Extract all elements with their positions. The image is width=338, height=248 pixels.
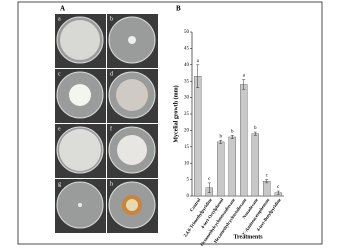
bar bbox=[240, 84, 248, 197]
error-bar bbox=[276, 190, 280, 195]
error-bar bbox=[253, 131, 257, 136]
dish-label: g bbox=[58, 181, 61, 187]
dish-label: d bbox=[110, 71, 113, 77]
bar bbox=[217, 141, 225, 197]
mycelium bbox=[116, 79, 148, 111]
significance-letter: a bbox=[197, 59, 200, 64]
bar bbox=[194, 76, 202, 197]
mycelium bbox=[128, 36, 136, 44]
dish-label: a bbox=[58, 16, 61, 22]
bar bbox=[263, 181, 271, 197]
significance-letter: c bbox=[266, 174, 269, 179]
significance-letter: b bbox=[254, 126, 257, 131]
dish-label: h bbox=[110, 181, 113, 187]
y-tick-label: 15 bbox=[184, 145, 190, 150]
error-bar bbox=[207, 182, 211, 193]
y-tick-label: 45 bbox=[184, 47, 190, 52]
significance-letter: c bbox=[277, 185, 280, 190]
significance-letter: c bbox=[208, 177, 211, 182]
y-tick-label: 35 bbox=[184, 79, 190, 84]
significance-letter: b bbox=[220, 134, 223, 139]
y-tick-label: 50 bbox=[184, 30, 190, 35]
y-tick-label: 0 bbox=[187, 194, 190, 199]
panel-label: A bbox=[60, 5, 65, 13]
error-bar bbox=[242, 79, 246, 90]
x-axis-title: Treatments bbox=[233, 234, 263, 240]
dish-label: e bbox=[58, 126, 61, 132]
y-tick-label: 10 bbox=[184, 161, 190, 166]
error-bar bbox=[196, 64, 200, 89]
mycelium bbox=[117, 135, 147, 165]
error-bar bbox=[265, 179, 269, 184]
y-tick-label: 20 bbox=[184, 129, 190, 134]
y-tick-label: 5 bbox=[187, 178, 190, 183]
mycelium bbox=[59, 129, 101, 171]
y-tick-label: 40 bbox=[184, 63, 190, 68]
mycelium bbox=[69, 84, 91, 106]
error-bar bbox=[230, 135, 234, 139]
error-bar bbox=[219, 139, 223, 144]
y-tick-label: 25 bbox=[184, 112, 190, 117]
mycelium-rim bbox=[126, 199, 138, 211]
significance-letter: b bbox=[231, 129, 234, 134]
dish-label: c bbox=[58, 71, 61, 77]
mycelium bbox=[78, 203, 82, 207]
panel-label: B bbox=[176, 5, 181, 13]
significance-letter: a bbox=[243, 74, 246, 79]
y-axis-title: Mycelial growth (mm) bbox=[172, 85, 179, 142]
dish-label: b bbox=[110, 16, 113, 22]
bar bbox=[251, 133, 259, 197]
dish-label: f bbox=[110, 125, 112, 132]
photo-panel: a b c d e f g h bbox=[55, 14, 158, 233]
y-tick-label: 30 bbox=[184, 96, 190, 101]
mycelium bbox=[60, 20, 100, 60]
bar bbox=[228, 136, 236, 197]
